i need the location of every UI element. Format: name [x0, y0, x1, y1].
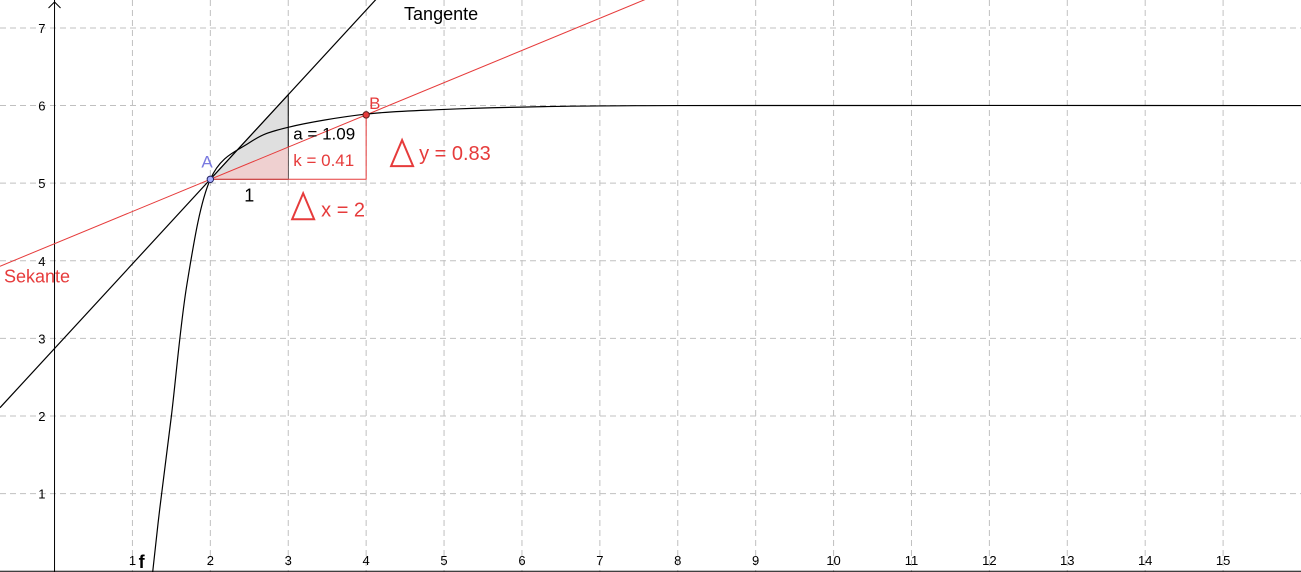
curve-f-label: f [139, 552, 146, 572]
delta-y-icon [389, 137, 415, 168]
secant-slope-triangle [210, 114, 367, 180]
point-b[interactable] [362, 111, 370, 119]
x-tick-label: 7 [596, 553, 603, 568]
x-tick-label: 3 [285, 553, 292, 568]
x-tick-label: 2 [207, 553, 214, 568]
y-tick-label: 2 [38, 409, 45, 424]
secant-line [0, 0, 646, 267]
y-tick-label: 1 [38, 487, 45, 502]
x-tick-label: 10 [826, 553, 840, 568]
curve-f [152, 104, 1301, 572]
x-tick-label: 13 [1060, 553, 1074, 568]
x-tick-label: 11 [905, 553, 919, 568]
tangent-line [0, 0, 377, 409]
secant-label: Sekante [4, 266, 70, 286]
y-axis-arrow [48, 1, 61, 9]
secant-slope-label: k = 0.41 [293, 151, 354, 170]
point-a[interactable] [206, 175, 215, 183]
point-a-label: A [201, 152, 213, 171]
x-tick-label: 6 [518, 553, 525, 568]
tangent-label: Tangente [404, 4, 478, 24]
y-tick-label: 7 [38, 21, 45, 36]
delta-x-icon [290, 190, 316, 221]
tangent-slope-label: a = 1.09 [293, 124, 355, 143]
tangent-run-label: 1 [244, 185, 254, 205]
x-tick-label: 14 [1138, 553, 1152, 568]
x-tick-label: 8 [674, 553, 681, 568]
x-tick-label: 12 [982, 553, 996, 568]
x-tick-label: 5 [440, 553, 447, 568]
y-tick-label: 3 [38, 331, 45, 346]
delta-y-label: y = 0.83 [419, 143, 491, 165]
point-b-label: B [369, 94, 380, 113]
y-tick-label: 5 [38, 176, 45, 191]
x-tick-label: 15 [1216, 553, 1230, 568]
x-tick-label: 4 [363, 553, 370, 568]
y-tick-label: 6 [38, 99, 45, 114]
delta-x-label: x = 2 [321, 199, 365, 221]
y-tick-label: 4 [38, 254, 45, 269]
x-tick-label: 9 [752, 553, 759, 568]
x-tick-label: 1 [129, 553, 136, 568]
